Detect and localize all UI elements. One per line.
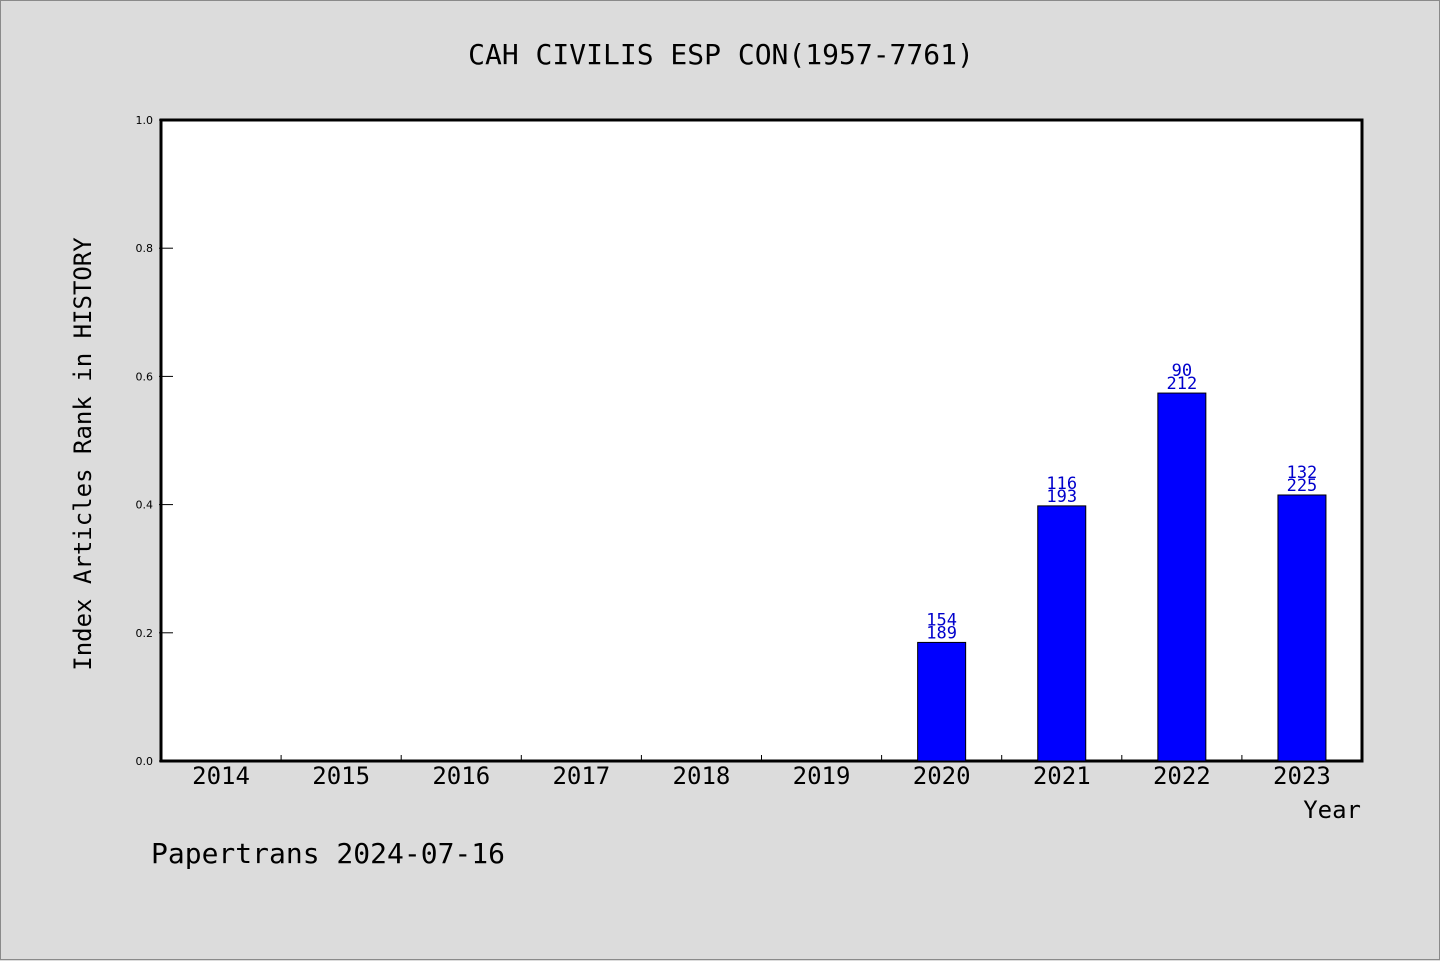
x-tick-label: 2016: [432, 762, 490, 790]
x-tick-label: 2023: [1273, 762, 1331, 790]
y-axis-label: Index Articles Rank in HISTORY: [69, 237, 97, 671]
x-tick-label: 2018: [673, 762, 731, 790]
footer-text: Papertrans 2024-07-16: [151, 837, 505, 870]
x-tick-label: 2020: [913, 762, 971, 790]
y-tick-label: 1.0: [136, 114, 154, 127]
x-axis-label: Year: [1303, 796, 1361, 824]
bar-label-bottom: 189: [926, 623, 957, 643]
x-tick-label: 2017: [552, 762, 610, 790]
bar-label-top: 90: [1172, 361, 1192, 381]
x-tick-label: 2022: [1153, 762, 1211, 790]
x-tick-label: 2019: [793, 762, 851, 790]
bar-2021: [1037, 505, 1087, 762]
y-tick-label: 0.0: [136, 755, 154, 768]
chart-title: CAH CIVILIS ESP CON(1957-7761): [468, 38, 974, 71]
y-tick-label: 0.4: [136, 499, 154, 512]
bar-2023: [1277, 494, 1327, 762]
y-tick-label: 0.8: [136, 242, 154, 255]
bar-series: [917, 392, 1327, 762]
y-tick-label: 0.2: [136, 627, 154, 640]
x-tick-label: 2015: [312, 762, 370, 790]
bar-2020: [917, 641, 967, 762]
bar-label-top: 116: [1046, 474, 1077, 494]
bar-label-bottom: 193: [1046, 487, 1077, 507]
bar-label-bottom: 225: [1287, 476, 1318, 496]
bar-label-bottom: 212: [1166, 374, 1197, 394]
x-tick-label: 2014: [192, 762, 250, 790]
bar-label-top: 154: [926, 610, 957, 630]
y-axis: 0.0 0.2 0.4 0.6 0.8 1.0: [136, 114, 173, 768]
bar-label-top: 132: [1287, 463, 1318, 483]
bar-2022: [1157, 392, 1207, 762]
x-axis: 2014 2015 2016 2017 2018 2019 2020 2021 2022 2023: [192, 755, 1331, 790]
x-tick-label: 2021: [1033, 762, 1091, 790]
y-tick-label: 0.6: [136, 370, 154, 383]
